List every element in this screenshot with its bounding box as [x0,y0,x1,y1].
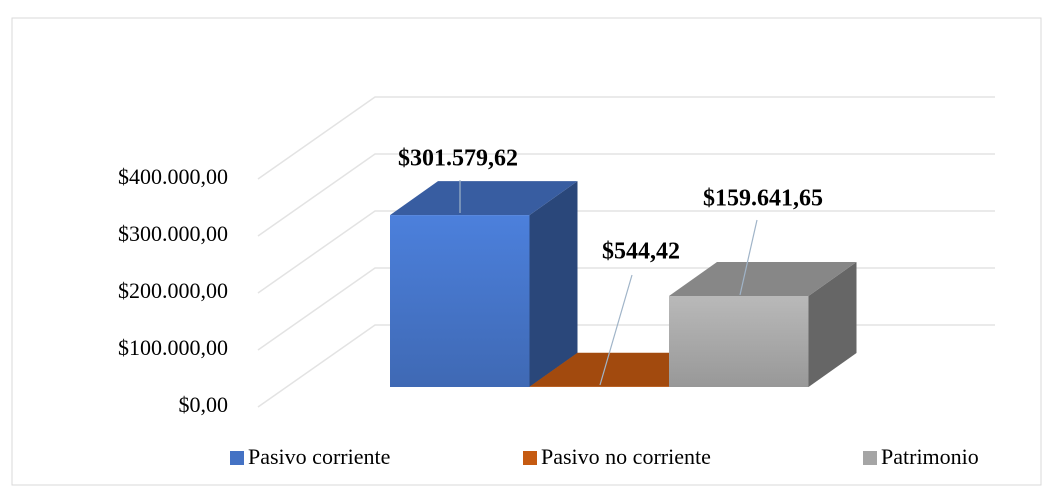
bar-front [669,296,809,387]
bar-side [808,262,857,387]
legend-swatch [523,451,537,465]
legend-label: Pasivo no corriente [541,444,711,469]
leader-line [599,274,633,386]
data-label: $301.579,62 [398,146,518,172]
y-tick-label: $300.000,00 [118,221,228,246]
legend-label: Pasivo corriente [248,444,390,469]
y-tick-label: $100.000,00 [118,335,228,360]
grid-line [257,96,995,180]
leader-line [739,219,758,296]
y-tick-label: $400.000,00 [118,164,228,189]
grid-line [257,210,995,294]
data-label: $159.641,65 [703,186,823,212]
legend-label: Patrimonio [881,444,979,469]
bar-top [390,181,578,216]
grid-line [257,153,995,237]
y-tick-label: $0,00 [179,392,229,417]
bar-top [669,262,857,297]
bar-front [390,215,530,387]
legend-swatch [863,451,877,465]
y-tick-label: $200.000,00 [118,278,228,303]
bar-side [529,181,578,387]
legend-swatch [230,451,244,465]
data-label: $544,42 [602,239,680,265]
